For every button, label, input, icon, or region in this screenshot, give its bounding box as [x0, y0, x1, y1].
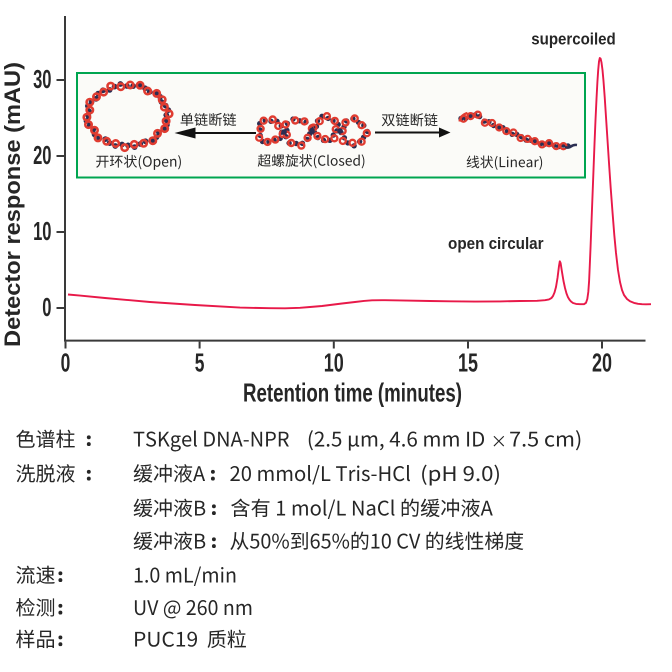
svg-text:0: 0 — [61, 350, 71, 378]
svg-text:Retention time (minutes): Retention time (minutes) — [243, 378, 462, 408]
svg-text:20: 20 — [33, 142, 51, 170]
svg-text:5: 5 — [195, 350, 205, 378]
svg-text:30: 30 — [33, 66, 51, 94]
svg-text:0: 0 — [42, 294, 51, 322]
svg-text:Detector response (mAU): Detector response (mAU) — [0, 62, 25, 347]
svg-text:open circular: open circular — [448, 234, 544, 253]
svg-text:supercoiled: supercoiled — [531, 30, 616, 49]
svg-text:15: 15 — [458, 350, 478, 378]
svg-text:10: 10 — [324, 350, 344, 378]
svg-text:10: 10 — [33, 218, 51, 246]
svg-text:20: 20 — [592, 350, 612, 378]
